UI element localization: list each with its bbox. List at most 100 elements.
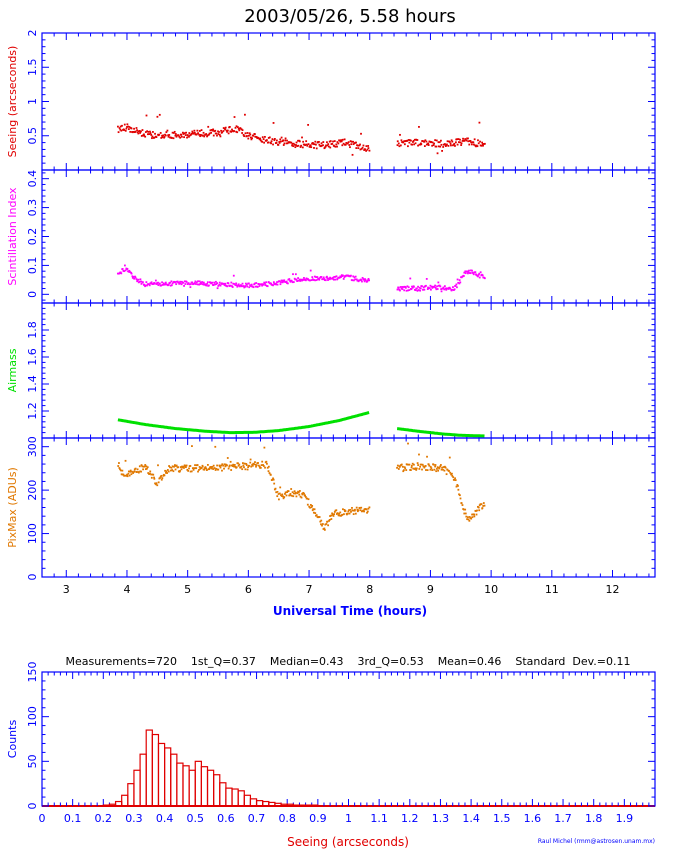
pixmax-point	[312, 511, 315, 514]
seeing-point	[203, 135, 206, 138]
pixmax-point	[235, 466, 238, 469]
histogram-bar	[145, 729, 153, 807]
scint-point	[434, 286, 437, 289]
pixmax-y-tick-label: 100	[26, 523, 39, 544]
seeing-point	[149, 132, 152, 135]
pixmax-point	[129, 469, 132, 472]
pixmax-point	[410, 466, 413, 469]
seeing-point	[178, 135, 181, 138]
seeing-point	[437, 145, 440, 148]
pixmax-point	[336, 512, 339, 515]
scint-point	[189, 286, 192, 289]
airmass-y-label: Airmass	[6, 348, 19, 392]
pixmax-point	[422, 465, 425, 468]
pixmax-point	[160, 478, 163, 481]
scint-point	[334, 275, 337, 278]
scint-point	[234, 284, 237, 286]
scint-point	[455, 283, 458, 286]
scint-point	[137, 281, 140, 284]
seeing-point	[421, 140, 424, 142]
scint-point	[313, 275, 316, 278]
scint-point	[467, 272, 469, 275]
seeing-point	[425, 143, 428, 146]
seeing-point	[148, 133, 151, 135]
scint-point	[326, 275, 328, 278]
seeing-point	[347, 141, 350, 144]
histogram-bar	[102, 804, 111, 807]
pixmax-point	[313, 508, 316, 511]
pixmax-point	[238, 463, 241, 466]
seeing-point	[336, 141, 339, 143]
time-x-tick-label: 9	[427, 583, 434, 596]
pixmax-point	[348, 509, 350, 512]
scint-point	[444, 287, 447, 290]
scint-point	[479, 271, 482, 274]
seeing-point	[136, 129, 138, 132]
pixmax-point	[440, 468, 443, 471]
seeing-point	[407, 139, 410, 141]
seeing-point	[297, 139, 299, 142]
scint-point	[157, 284, 160, 286]
pixmax-point	[419, 463, 422, 466]
histogram-y-tick-label: 100	[26, 706, 39, 727]
seeing-point	[333, 145, 336, 148]
scint-point	[297, 279, 300, 282]
pixmax-point	[276, 495, 279, 498]
pixmax-point	[457, 485, 459, 487]
seeing-panel: 0.5 1 1.5 2 Seeing (arcseconds)	[6, 30, 656, 171]
seeing-point	[439, 145, 442, 148]
seeing-point	[332, 140, 334, 143]
seeing-point	[161, 136, 164, 139]
pixmax-point	[208, 467, 211, 470]
pixmax-point	[436, 467, 438, 470]
pixmax-point	[273, 482, 276, 485]
pixmax-point	[415, 467, 418, 470]
seeing-point	[341, 144, 344, 147]
pixmax-point	[314, 512, 317, 514]
seeing-point	[420, 143, 423, 146]
pixmax-point	[353, 509, 356, 512]
pixmax-point	[279, 486, 282, 489]
pixmax-point	[331, 512, 334, 515]
seeing-point	[356, 144, 358, 147]
pixmax-point	[222, 464, 225, 467]
scint-point	[216, 287, 219, 290]
seeing-point	[473, 138, 476, 141]
seeing-point	[455, 138, 458, 141]
scint-point	[132, 275, 135, 278]
seeing-point	[350, 140, 353, 143]
scint-point	[196, 283, 199, 286]
seeing-point	[315, 143, 317, 146]
scint-point	[281, 281, 284, 284]
seeing-point	[168, 134, 171, 136]
pixmax-point	[213, 467, 216, 469]
pixmax-point	[245, 464, 248, 467]
seeing-point	[348, 144, 351, 146]
seeing-y-label: Seeing (arcseconds)	[6, 46, 19, 158]
scint-point	[275, 283, 278, 286]
pixmax-point	[350, 510, 352, 513]
pixmax-point	[282, 497, 285, 500]
pixmax-point	[331, 513, 334, 516]
seeing-point	[478, 121, 481, 124]
seeing-point	[170, 136, 173, 139]
pixmax-point	[354, 508, 356, 511]
pixmax-point	[290, 488, 293, 490]
seeing-point	[249, 136, 252, 139]
pixmax-point	[423, 465, 426, 468]
pixmax-point	[180, 468, 183, 471]
time-x-tick-label: 8	[366, 583, 373, 596]
seeing-point	[210, 129, 213, 131]
seeing-point	[345, 142, 348, 144]
scint-point	[230, 281, 233, 284]
scint-point	[430, 285, 433, 288]
seeing-point	[336, 145, 338, 148]
seeing-point	[300, 144, 302, 147]
seeing-point	[126, 126, 128, 128]
seeing-point	[270, 140, 273, 143]
pixmax-point	[192, 468, 195, 471]
seeing-point	[241, 132, 244, 134]
histogram-x-tick-label: 1.6	[524, 812, 542, 825]
seeing-point	[482, 144, 484, 147]
seeing-point	[362, 144, 365, 147]
